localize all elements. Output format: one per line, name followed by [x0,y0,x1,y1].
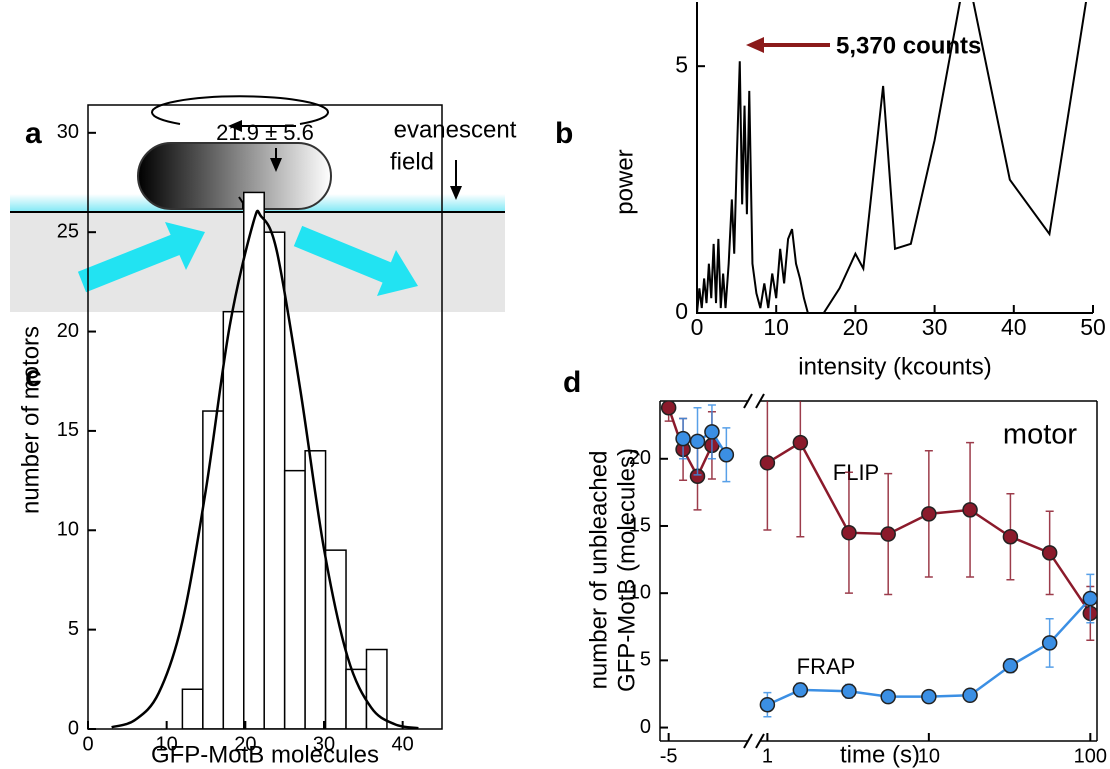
x-tick-label: 20 [234,733,256,755]
y-tick-label: 20 [57,320,79,342]
field-arrow-head [450,186,462,200]
reflected-beam-head [377,250,418,296]
y-tick-label: 0 [640,716,651,738]
marker [718,447,735,463]
marker [759,696,776,713]
y-tick-label: 5 [675,51,688,77]
series-line [667,407,714,480]
bar [222,310,245,729]
rotation-arc [151,95,329,125]
axis-break [743,733,753,749]
marker [1041,635,1058,651]
bar [181,688,204,729]
annotation-arrow-head [270,158,282,172]
incident-beam-head [165,222,205,270]
y-tick-label: 5 [68,618,79,640]
y-tick-label: 20 [629,447,651,469]
panel-letter: b [555,117,573,150]
x-tick-label: 1 [762,745,773,767]
marker [1002,657,1019,674]
x-axis-label: GFP-MotB molecules [151,741,379,768]
y-tick-label: 5 [640,649,651,671]
x-tick-label: 0 [691,314,704,340]
x-tick-label: 0 [82,733,93,755]
marker [880,688,896,705]
y-tick-label: 10 [629,581,651,603]
marker [660,401,677,416]
marker [1041,545,1058,561]
x-tick-label: 10 [156,733,178,755]
annotation: 5,370 counts [836,32,981,59]
x-axis-label: time (s) [840,741,920,768]
x-tick-label: 30 [313,733,335,755]
rotation-arrow-head [228,120,242,132]
cell [137,142,332,210]
annotation: field [390,148,434,175]
marker [675,430,691,447]
plot-area [697,2,1088,313]
marker [759,455,776,471]
bar [243,191,265,729]
marker [962,687,978,704]
y-tick-label: 15 [629,514,651,536]
y-tick-label: 15 [57,419,79,441]
incident-beam [77,232,185,293]
x-axis-label: intensity (kcounts) [798,353,991,380]
x-tick-label: 30 [922,314,948,340]
x-tick-label: 50 [1080,314,1106,340]
marker [841,524,857,541]
marker [704,424,720,440]
bar [263,231,286,729]
y-tick-label: 0 [68,717,79,739]
bar [365,648,388,729]
x-tick-label: -5 [660,745,678,767]
axis-break [755,393,765,409]
y-axis-label: number of motors [17,326,44,514]
series-line [766,597,1092,706]
series-label: FRAP [797,654,856,679]
x-tick-label: 100 [1074,745,1107,767]
annotation: motor [1003,419,1077,451]
marker [962,502,978,518]
panel-letter: d [563,366,581,399]
annotation-arrow-head [746,37,764,53]
marker [792,434,809,451]
marker [1002,528,1019,545]
y-tick-label: 25 [57,220,79,242]
panel-letter: c [25,360,42,393]
annotation: evanescent [394,116,517,143]
series-label: FLIP [833,460,879,485]
y-axis-label: GFP-MotB (molecules) [613,448,640,692]
annotation: 21.9 ± 5.6 [216,120,314,145]
reflected-beam [293,225,393,284]
y-tick-label: 10 [57,519,79,541]
marker [792,682,809,698]
y-axis-label: power [611,149,638,214]
marker [921,506,937,522]
y-tick-label: 30 [57,121,79,143]
fit-curve [111,209,419,729]
x-tick-label: 20 [843,314,869,340]
x-tick-label: 40 [1001,314,1027,340]
x-tick-label: 40 [392,733,414,755]
plot-area [660,401,1097,718]
marker [880,526,896,542]
marker [689,433,706,450]
y-tick-label: 0 [675,298,688,324]
bar [202,410,225,729]
plot-area [111,191,419,729]
x-tick-label: 10 [763,314,789,340]
axis-break [743,393,753,409]
data-line [697,2,1088,313]
frame [87,104,443,730]
marker [1082,590,1097,607]
y-axis-label: number of unbleached [585,451,612,690]
axis-break [755,733,765,749]
marker [921,688,937,705]
x-tick-label: 10 [918,745,940,767]
marker [841,683,857,700]
panel-letter: a [25,117,42,150]
bar [283,469,306,729]
